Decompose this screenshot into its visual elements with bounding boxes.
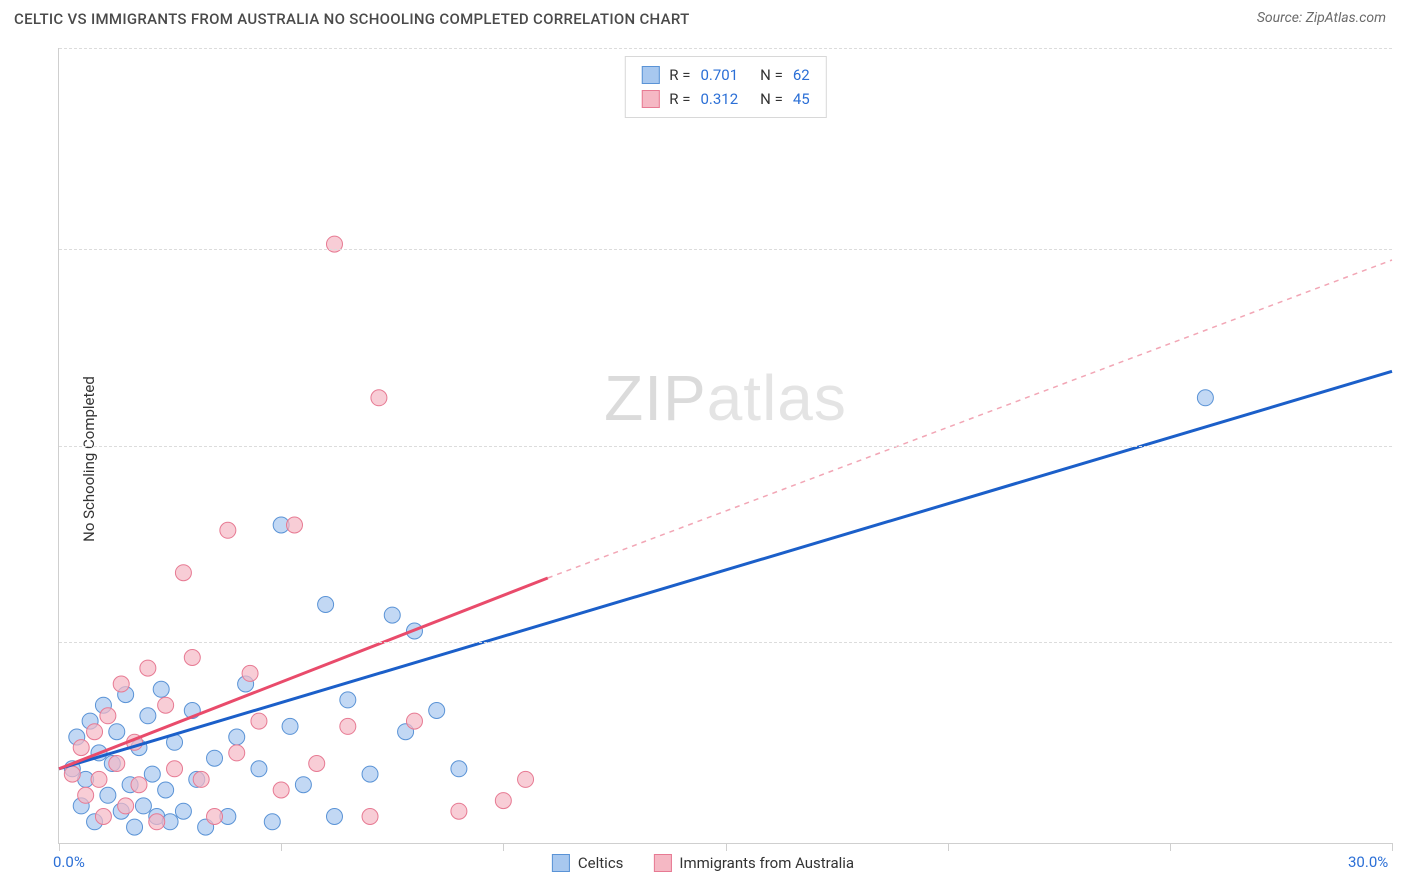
data-point[interactable]	[64, 766, 80, 782]
data-point[interactable]	[207, 809, 223, 825]
data-point[interactable]	[251, 761, 267, 777]
data-point[interactable]	[184, 650, 200, 666]
data-point[interactable]	[326, 809, 342, 825]
data-point[interactable]	[193, 771, 209, 787]
data-point[interactable]	[340, 692, 356, 708]
data-point[interactable]	[153, 681, 169, 697]
data-point[interactable]	[309, 756, 325, 772]
data-point[interactable]	[371, 390, 387, 406]
data-point[interactable]	[295, 777, 311, 793]
chart-title: CELTIC VS IMMIGRANTS FROM AUSTRALIA NO S…	[14, 10, 690, 28]
x-tick	[59, 843, 60, 851]
data-point[interactable]	[362, 766, 378, 782]
data-point[interactable]	[167, 761, 183, 777]
data-point[interactable]	[451, 803, 467, 819]
data-point[interactable]	[495, 793, 511, 809]
data-point[interactable]	[175, 803, 191, 819]
legend-swatch	[653, 854, 671, 872]
gridline	[59, 446, 1392, 447]
n-value: 62	[793, 63, 810, 87]
data-point[interactable]	[384, 607, 400, 623]
data-point[interactable]	[1197, 390, 1213, 406]
legend: Celtics Immigrants from Australia	[552, 854, 854, 872]
data-point[interactable]	[362, 809, 378, 825]
x-tick	[503, 843, 504, 851]
data-point[interactable]	[242, 665, 258, 681]
x-tick-label: 30.0%	[1348, 853, 1388, 871]
gridline	[59, 249, 1392, 250]
data-point[interactable]	[158, 697, 174, 713]
data-point[interactable]	[109, 724, 125, 740]
r-label: R =	[669, 63, 690, 87]
data-point[interactable]	[518, 771, 534, 787]
data-point[interactable]	[286, 517, 302, 533]
stats-row: R = 0.312 N = 45	[641, 87, 809, 111]
x-tick	[1392, 843, 1393, 851]
data-point[interactable]	[73, 740, 89, 756]
data-point[interactable]	[264, 814, 280, 830]
data-point[interactable]	[140, 660, 156, 676]
data-point[interactable]	[273, 782, 289, 798]
data-point[interactable]	[78, 787, 94, 803]
r-label: R =	[669, 87, 690, 111]
gridline	[59, 48, 1392, 49]
data-point[interactable]	[149, 814, 165, 830]
chart-container: No Schooling Completed ZIPatlas R = 0.70…	[14, 40, 1392, 878]
data-point[interactable]	[135, 798, 151, 814]
data-point[interactable]	[87, 724, 103, 740]
legend-swatch	[552, 854, 570, 872]
x-tick	[948, 843, 949, 851]
x-tick-label: 0.0%	[53, 853, 85, 871]
data-point[interactable]	[95, 809, 111, 825]
data-point[interactable]	[144, 766, 160, 782]
data-point[interactable]	[100, 787, 116, 803]
regression-line	[548, 260, 1392, 578]
data-point[interactable]	[100, 708, 116, 724]
x-tick	[726, 843, 727, 851]
legend-label: Immigrants from Australia	[679, 854, 854, 872]
data-point[interactable]	[109, 756, 125, 772]
legend-label: Celtics	[578, 854, 624, 872]
data-point[interactable]	[340, 718, 356, 734]
legend-item[interactable]: Celtics	[552, 854, 624, 872]
legend-swatch	[641, 66, 659, 84]
data-point[interactable]	[131, 777, 147, 793]
data-point[interactable]	[318, 597, 334, 613]
data-point[interactable]	[118, 798, 134, 814]
data-point[interactable]	[158, 782, 174, 798]
data-point[interactable]	[282, 718, 298, 734]
stats-row: R = 0.701 N = 62	[641, 63, 809, 87]
data-point[interactable]	[175, 565, 191, 581]
data-point[interactable]	[251, 713, 267, 729]
n-value: 45	[793, 87, 810, 111]
data-point[interactable]	[451, 761, 467, 777]
plot-area: ZIPatlas R = 0.701N = 62R = 0.312N = 45 …	[58, 48, 1392, 844]
data-point[interactable]	[229, 729, 245, 745]
data-point[interactable]	[91, 771, 107, 787]
r-value: 0.312	[700, 87, 738, 111]
regression-line	[59, 578, 548, 769]
legend-item[interactable]: Immigrants from Australia	[653, 854, 854, 872]
regression-line	[59, 371, 1392, 769]
x-tick	[1170, 843, 1171, 851]
stats-box: R = 0.701 N = 62 R = 0.312 N = 45	[624, 56, 826, 118]
data-point[interactable]	[229, 745, 245, 761]
gridline	[59, 642, 1392, 643]
data-point[interactable]	[207, 750, 223, 766]
data-point[interactable]	[140, 708, 156, 724]
source-attribution: Source: ZipAtlas.com	[1257, 10, 1386, 26]
data-point[interactable]	[429, 703, 445, 719]
legend-swatch	[641, 90, 659, 108]
n-label: N =	[760, 63, 783, 87]
r-value: 0.701	[700, 63, 738, 87]
x-tick	[281, 843, 282, 851]
data-point[interactable]	[220, 522, 236, 538]
data-point[interactable]	[406, 713, 422, 729]
data-point[interactable]	[127, 819, 143, 835]
data-point[interactable]	[113, 676, 129, 692]
n-label: N =	[760, 87, 783, 111]
